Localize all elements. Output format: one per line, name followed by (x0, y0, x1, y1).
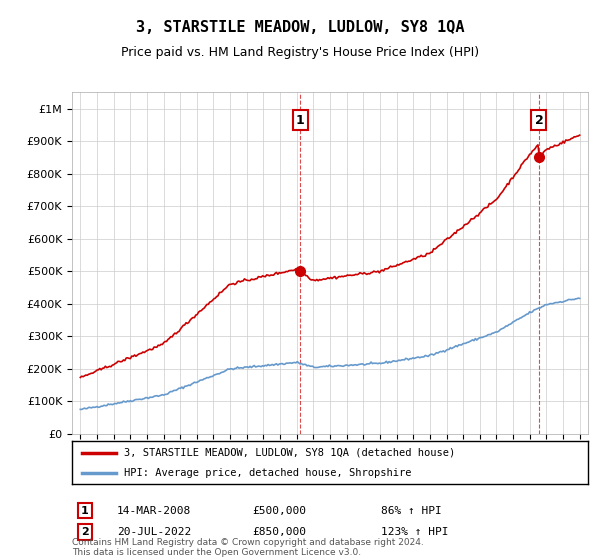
Text: Contains HM Land Registry data © Crown copyright and database right 2024.
This d: Contains HM Land Registry data © Crown c… (72, 538, 424, 557)
Text: 86% ↑ HPI: 86% ↑ HPI (381, 506, 442, 516)
Text: HPI: Average price, detached house, Shropshire: HPI: Average price, detached house, Shro… (124, 468, 411, 478)
Text: 1: 1 (296, 114, 304, 127)
Text: 14-MAR-2008: 14-MAR-2008 (117, 506, 191, 516)
Text: 1: 1 (81, 506, 89, 516)
Text: 3, STARSTILE MEADOW, LUDLOW, SY8 1QA: 3, STARSTILE MEADOW, LUDLOW, SY8 1QA (136, 20, 464, 35)
Text: 3, STARSTILE MEADOW, LUDLOW, SY8 1QA (detached house): 3, STARSTILE MEADOW, LUDLOW, SY8 1QA (de… (124, 447, 455, 458)
Text: 20-JUL-2022: 20-JUL-2022 (117, 527, 191, 537)
Text: £500,000: £500,000 (252, 506, 306, 516)
Text: 2: 2 (535, 114, 543, 127)
Text: 2: 2 (81, 527, 89, 537)
Text: 123% ↑ HPI: 123% ↑ HPI (381, 527, 449, 537)
Text: Price paid vs. HM Land Registry's House Price Index (HPI): Price paid vs. HM Land Registry's House … (121, 46, 479, 59)
Text: £850,000: £850,000 (252, 527, 306, 537)
